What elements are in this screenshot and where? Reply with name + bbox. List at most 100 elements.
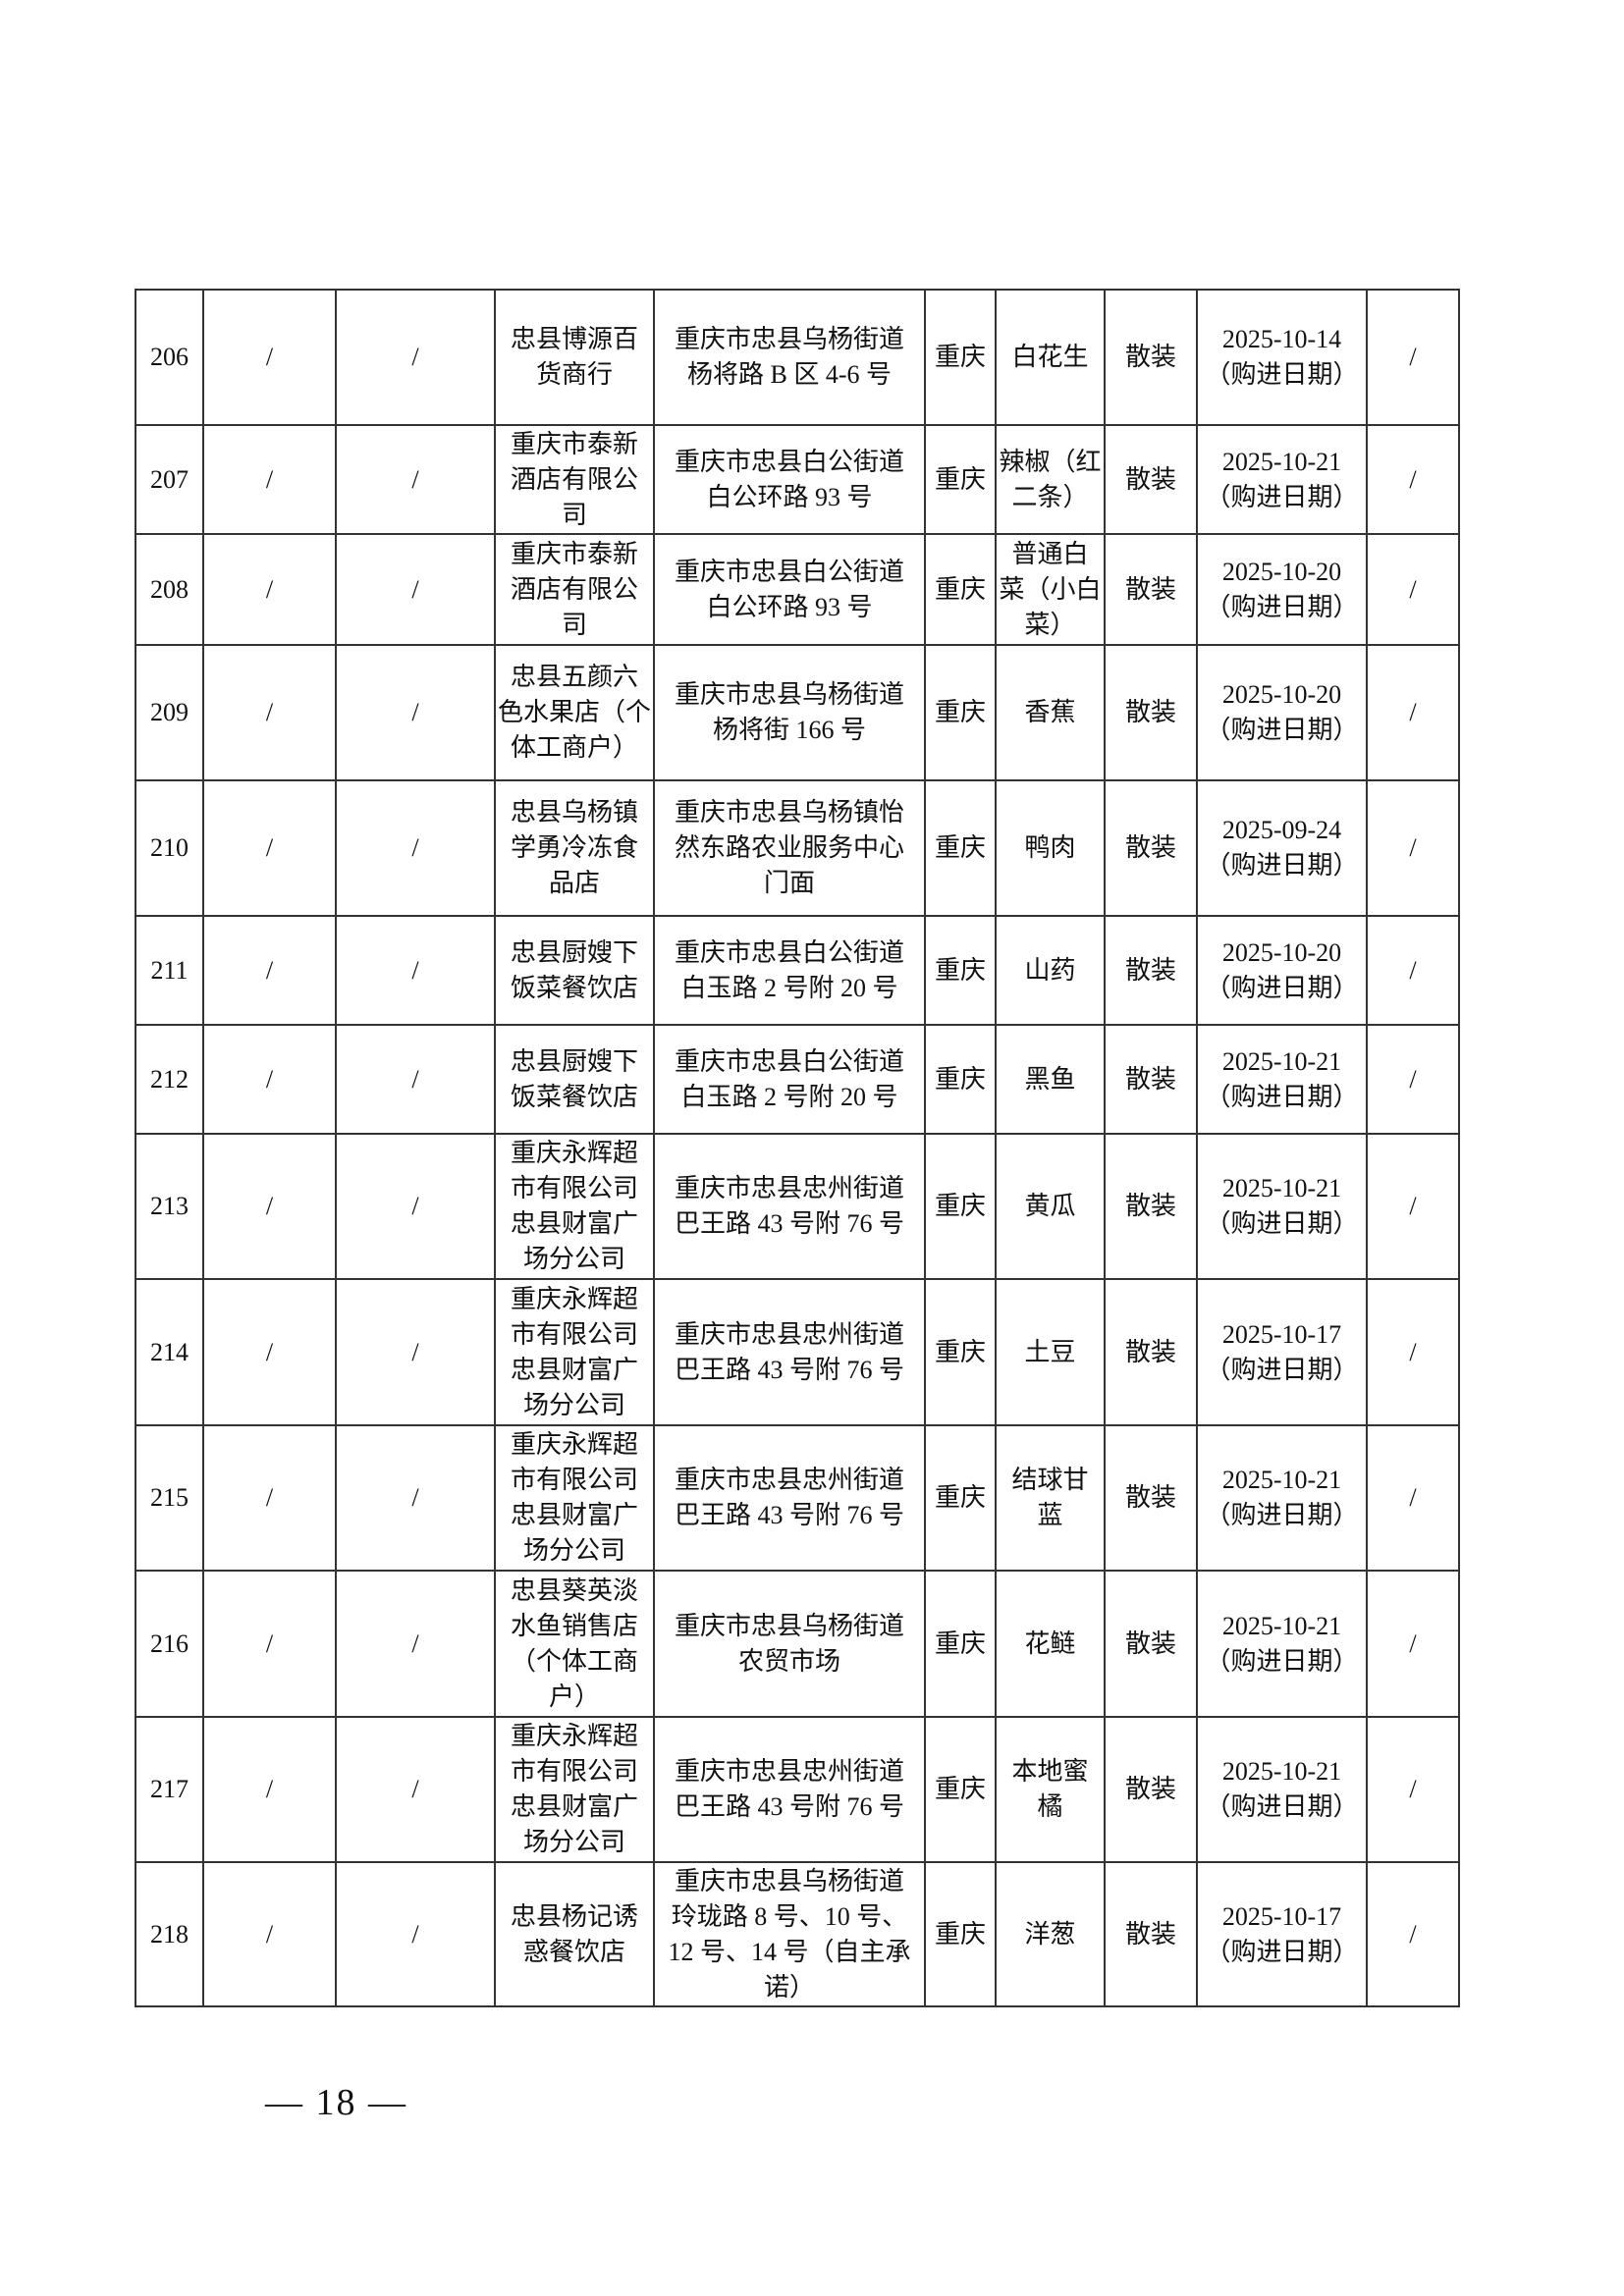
column-3-cell: /: [335, 289, 496, 426]
store-address-cell: 重庆市忠县乌杨街道 杨将路 B 区 4-6 号: [653, 289, 926, 426]
row-number-cell: 213: [135, 1133, 204, 1280]
origin-cell: 重庆: [924, 915, 997, 1026]
remarks-cell: /: [1366, 779, 1460, 917]
column-3-cell: /: [335, 1424, 496, 1572]
store-address-cell: 重庆市忠县乌杨街道 农贸市场: [653, 1570, 926, 1718]
row-number-cell: 217: [135, 1716, 204, 1863]
purchase-date-cell: 2025-10-17 （购进日期）: [1196, 1278, 1368, 1426]
packaging-cell: 散装: [1104, 424, 1198, 535]
column-3-cell: /: [335, 1024, 496, 1135]
origin-cell: 重庆: [924, 1716, 997, 1863]
product-name-cell: 普通白 菜（小白 菜）: [995, 533, 1106, 646]
packaging-cell: 散装: [1104, 1861, 1198, 2007]
product-name-cell: 土豆: [995, 1278, 1106, 1426]
store-address-cell: 重庆市忠县乌杨镇怡 然东路农业服务中心 门面: [653, 779, 926, 917]
purchase-date-cell: 2025-10-21 （购进日期）: [1196, 1424, 1368, 1572]
row-number-cell: 206: [135, 289, 204, 426]
row-number-cell: 207: [135, 424, 204, 535]
store-address-cell: 重庆市忠县白公街道 白公环路 93 号: [653, 533, 926, 646]
table-row: 209// 忠县五颜六 色水果店（个 体工商户） 重庆市忠县乌杨街道 杨将街 166…: [135, 644, 1460, 781]
table-row: 208// 重庆市泰新 酒店有限公 司重庆市忠县白公街道 白公环路 93 号重庆普…: [135, 533, 1460, 646]
row-number-cell: 214: [135, 1278, 204, 1426]
origin-cell: 重庆: [924, 644, 997, 781]
column-2-cell: /: [202, 289, 337, 426]
row-number-cell: 218: [135, 1861, 204, 2007]
packaging-cell: 散装: [1104, 644, 1198, 781]
origin-cell: 重庆: [924, 533, 997, 646]
packaging-cell: 散装: [1104, 779, 1198, 917]
column-2-cell: /: [202, 1861, 337, 2007]
remarks-cell: /: [1366, 1133, 1460, 1280]
store-name-cell: 重庆永辉超 市有限公司 忠县财富广 场分公司: [494, 1133, 655, 1280]
column-2-cell: /: [202, 1278, 337, 1426]
row-number-cell: 209: [135, 644, 204, 781]
origin-cell: 重庆: [924, 1424, 997, 1572]
table-row: 217// 重庆永辉超 市有限公司 忠县财富广 场分公司 重庆市忠县忠州街道 巴王路…: [135, 1716, 1460, 1863]
table-row: 210// 忠县乌杨镇 学勇冷冻食 品店 重庆市忠县乌杨镇怡 然东路农业服务中心 门…: [135, 779, 1460, 917]
column-2-cell: /: [202, 424, 337, 535]
row-number-cell: 210: [135, 779, 204, 917]
purchase-date-cell: 2025-10-21 （购进日期）: [1196, 1024, 1368, 1135]
table-row: 218// 忠县杨记诱 惑餐饮店 重庆市忠县乌杨街道 玲珑路 8 号、10 号、 1…: [135, 1861, 1460, 2007]
remarks-cell: /: [1366, 1024, 1460, 1135]
packaging-cell: 散装: [1104, 1570, 1198, 1718]
store-name-cell: 忠县厨嫂下 饭菜餐饮店: [494, 915, 655, 1026]
remarks-cell: /: [1366, 289, 1460, 426]
product-name-cell: 洋葱: [995, 1861, 1106, 2007]
purchase-date-cell: 2025-10-20 （购进日期）: [1196, 644, 1368, 781]
remarks-cell: /: [1366, 1570, 1460, 1718]
packaging-cell: 散装: [1104, 1424, 1198, 1572]
remarks-cell: /: [1366, 1424, 1460, 1572]
purchase-date-cell: 2025-10-14 （购进日期）: [1196, 289, 1368, 426]
column-2-cell: /: [202, 1424, 337, 1572]
purchase-date-cell: 2025-10-20 （购进日期）: [1196, 533, 1368, 646]
column-2-cell: /: [202, 1024, 337, 1135]
packaging-cell: 散装: [1104, 915, 1198, 1026]
remarks-cell: /: [1366, 1278, 1460, 1426]
column-2-cell: /: [202, 644, 337, 781]
column-3-cell: /: [335, 1133, 496, 1280]
column-2-cell: /: [202, 915, 337, 1026]
remarks-cell: /: [1366, 915, 1460, 1026]
packaging-cell: 散装: [1104, 1024, 1198, 1135]
product-name-cell: 山药: [995, 915, 1106, 1026]
column-3-cell: /: [335, 533, 496, 646]
table-row: 206// 忠县博源百 货商行 重庆市忠县乌杨街道 杨将路 B 区 4-6 号重庆白…: [135, 289, 1460, 426]
purchase-date-cell: 2025-09-24 （购进日期）: [1196, 779, 1368, 917]
table-row: 213// 重庆永辉超 市有限公司 忠县财富广 场分公司 重庆市忠县忠州街道 巴王路…: [135, 1133, 1460, 1280]
store-name-cell: 重庆永辉超 市有限公司 忠县财富广 场分公司: [494, 1424, 655, 1572]
remarks-cell: /: [1366, 644, 1460, 781]
row-number-cell: 216: [135, 1570, 204, 1718]
column-3-cell: /: [335, 1278, 496, 1426]
packaging-cell: 散装: [1104, 533, 1198, 646]
column-2-cell: /: [202, 533, 337, 646]
packaging-cell: 散装: [1104, 1133, 1198, 1280]
product-name-cell: 花鲢: [995, 1570, 1106, 1718]
packaging-cell: 散装: [1104, 289, 1198, 426]
table-row: 215// 重庆永辉超 市有限公司 忠县财富广 场分公司 重庆市忠县忠州街道 巴王路…: [135, 1424, 1460, 1572]
product-name-cell: 鸭肉: [995, 779, 1106, 917]
product-name-cell: 黄瓜: [995, 1133, 1106, 1280]
column-3-cell: /: [335, 779, 496, 917]
store-name-cell: 重庆永辉超 市有限公司 忠县财富广 场分公司: [494, 1278, 655, 1426]
remarks-cell: /: [1366, 424, 1460, 535]
store-address-cell: 重庆市忠县白公街道 白公环路 93 号: [653, 424, 926, 535]
row-number-cell: 215: [135, 1424, 204, 1572]
column-2-cell: /: [202, 1133, 337, 1280]
row-number-cell: 212: [135, 1024, 204, 1135]
column-3-cell: /: [335, 644, 496, 781]
purchase-date-cell: 2025-10-21 （购进日期）: [1196, 1133, 1368, 1280]
store-name-cell: 重庆市泰新 酒店有限公 司: [494, 424, 655, 535]
remarks-cell: /: [1366, 1716, 1460, 1863]
purchase-date-cell: 2025-10-17 （购进日期）: [1196, 1861, 1368, 2007]
store-address-cell: 重庆市忠县忠州街道 巴王路 43 号附 76 号: [653, 1424, 926, 1572]
origin-cell: 重庆: [924, 289, 997, 426]
column-3-cell: /: [335, 1716, 496, 1863]
column-3-cell: /: [335, 1570, 496, 1718]
origin-cell: 重庆: [924, 779, 997, 917]
table-row: 207// 重庆市泰新 酒店有限公 司重庆市忠县白公街道 白公环路 93 号重庆辣…: [135, 424, 1460, 535]
store-name-cell: 忠县五颜六 色水果店（个 体工商户）: [494, 644, 655, 781]
purchase-date-cell: 2025-10-21 （购进日期）: [1196, 424, 1368, 535]
store-address-cell: 重庆市忠县忠州街道 巴王路 43 号附 76 号: [653, 1133, 926, 1280]
column-3-cell: /: [335, 424, 496, 535]
